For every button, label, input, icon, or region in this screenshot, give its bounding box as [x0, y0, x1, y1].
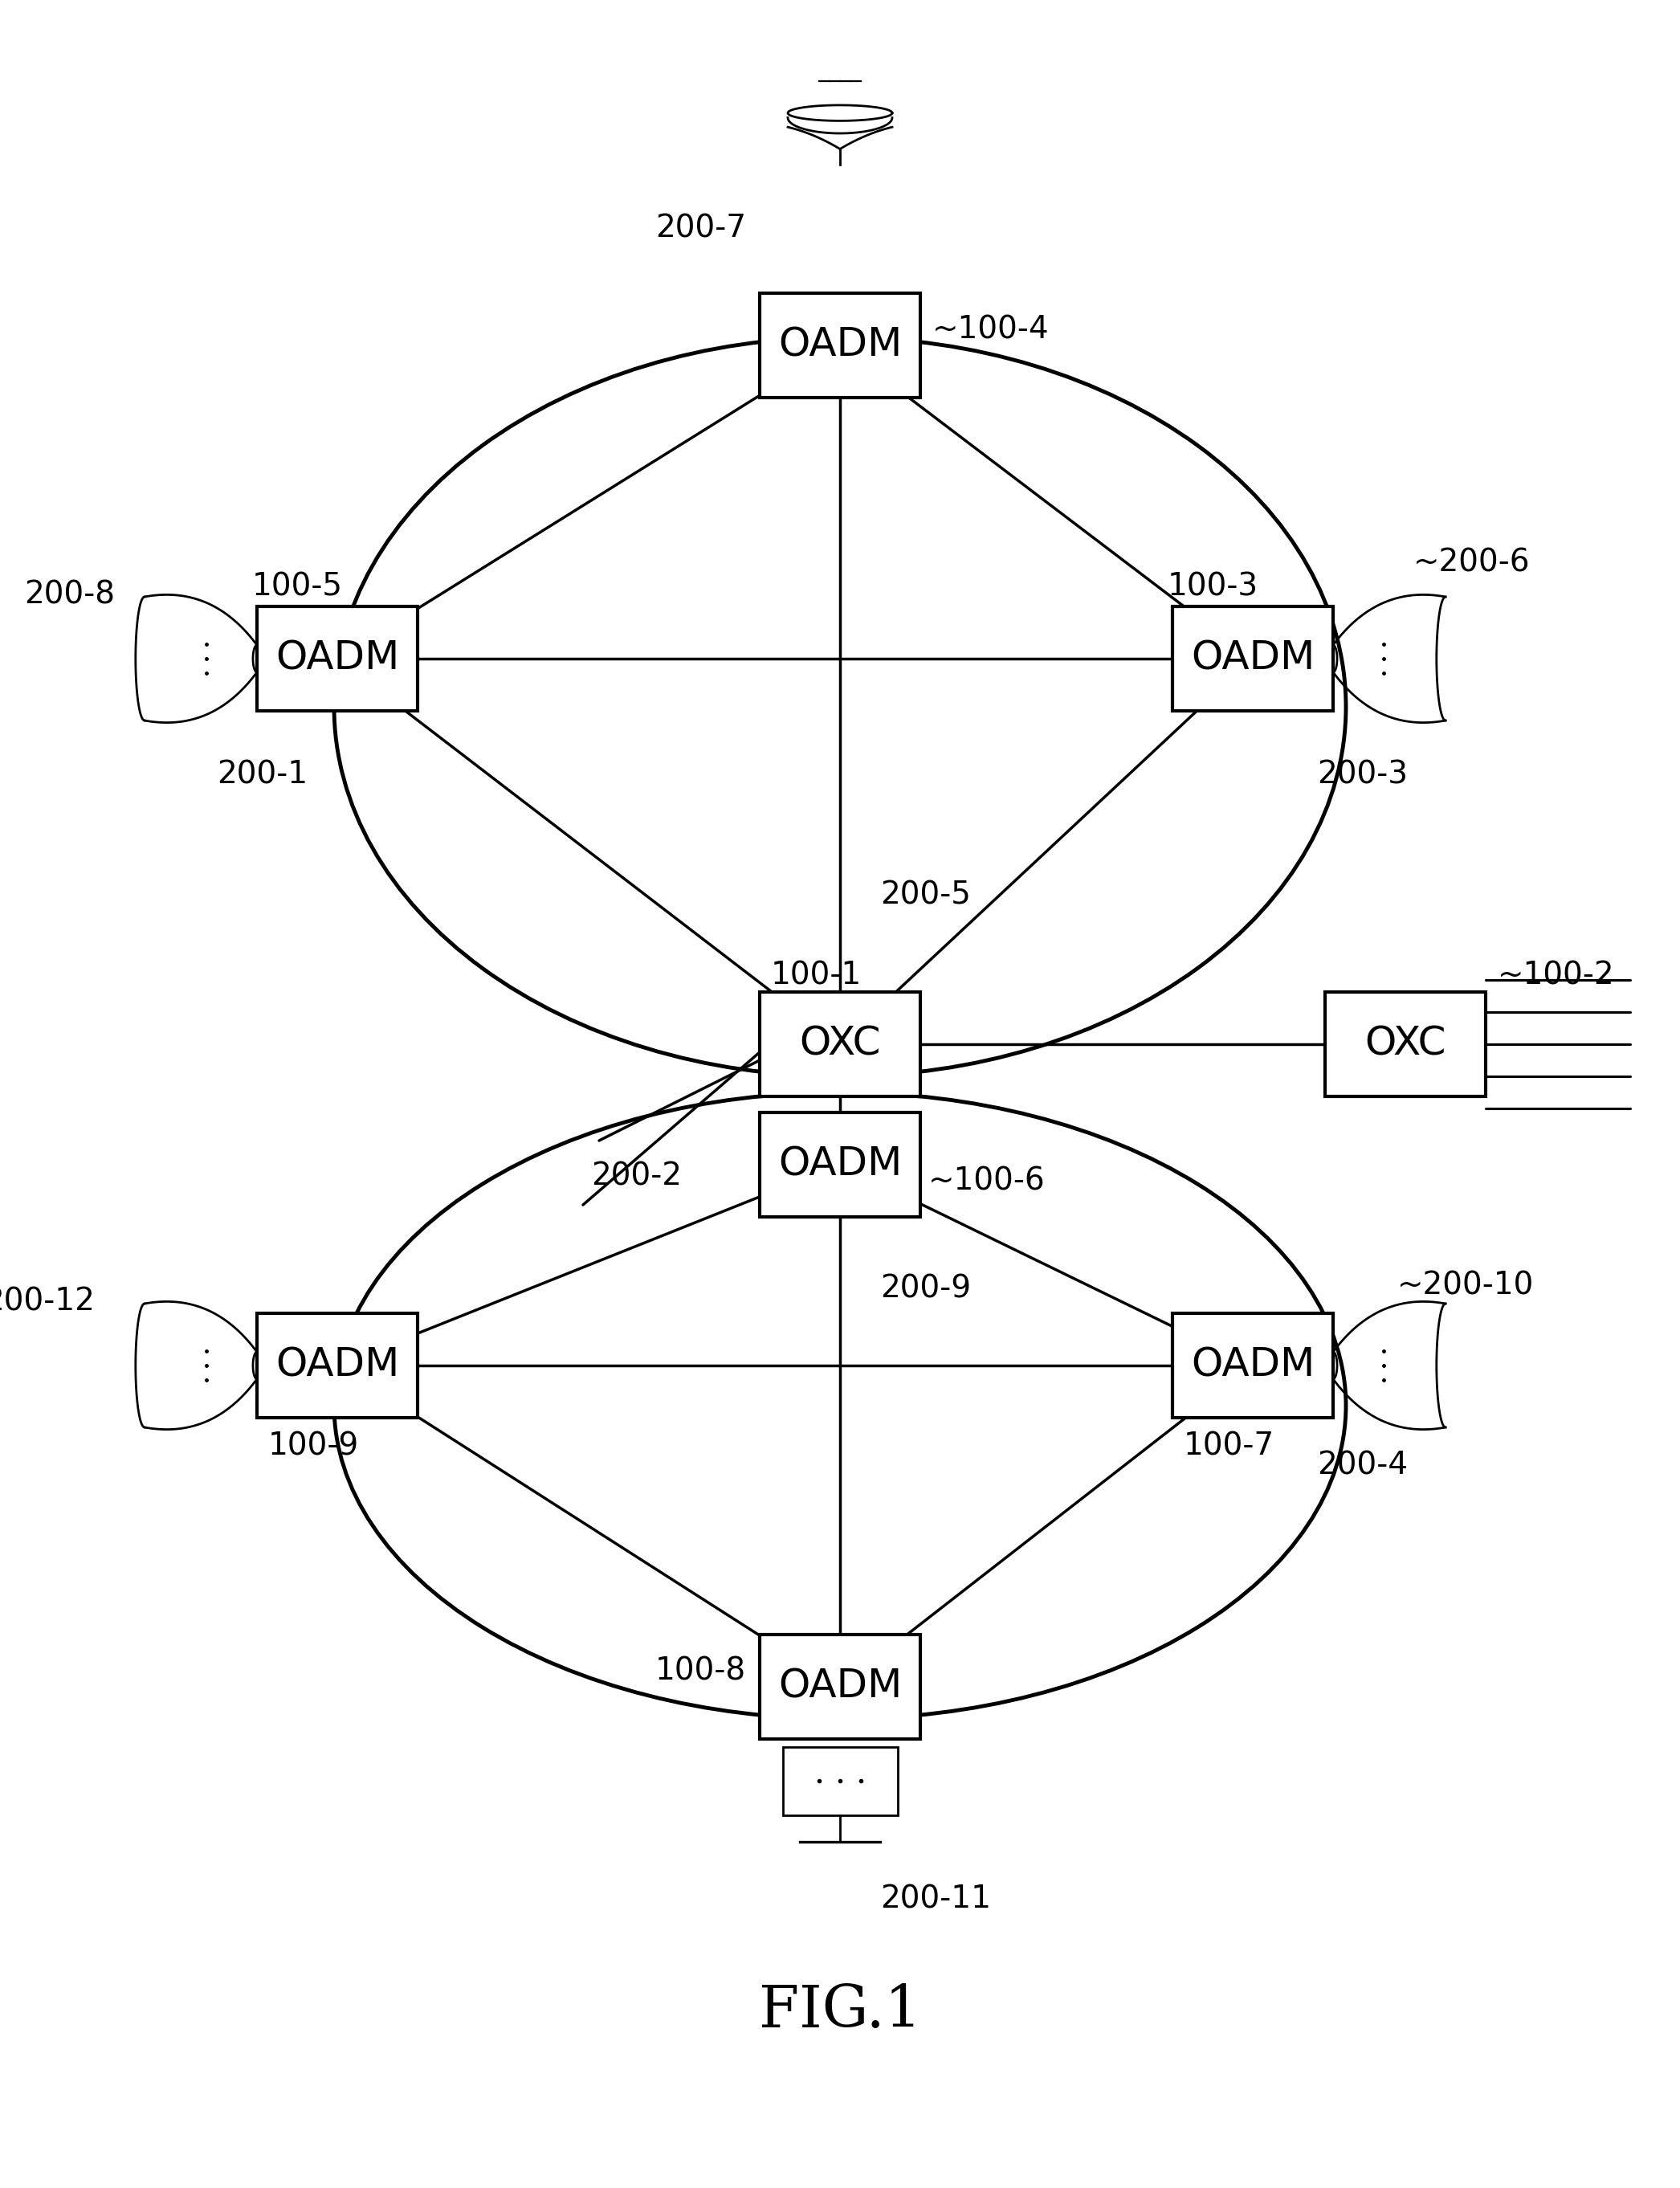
FancyBboxPatch shape	[759, 293, 921, 398]
Text: 100-7: 100-7	[1183, 1431, 1273, 1462]
Text: 200-12: 200-12	[0, 1287, 94, 1317]
Text: OADM: OADM	[276, 639, 400, 678]
Text: 100-5: 100-5	[252, 571, 343, 602]
Text: FIG.1: FIG.1	[759, 1982, 921, 2039]
FancyBboxPatch shape	[1173, 1313, 1332, 1418]
Text: 100-9: 100-9	[267, 1431, 358, 1462]
Text: 200-11: 200-11	[880, 1884, 991, 1914]
FancyBboxPatch shape	[759, 1112, 921, 1217]
Text: 100-3: 100-3	[1168, 571, 1258, 602]
Text: ~100-4: ~100-4	[932, 315, 1050, 344]
Text: ~100-6: ~100-6	[929, 1166, 1045, 1197]
FancyBboxPatch shape	[1326, 991, 1485, 1096]
Text: OXC: OXC	[1364, 1024, 1446, 1063]
Text: 200-4: 200-4	[1317, 1451, 1408, 1481]
FancyBboxPatch shape	[257, 606, 418, 711]
FancyBboxPatch shape	[759, 991, 921, 1096]
Text: ~100-2: ~100-2	[1497, 961, 1614, 991]
Text: 200-9: 200-9	[880, 1273, 971, 1304]
Text: ~200-10: ~200-10	[1398, 1269, 1534, 1300]
Text: 100-8: 100-8	[655, 1656, 746, 1687]
FancyBboxPatch shape	[759, 1634, 921, 1739]
Text: 200-5: 200-5	[880, 880, 971, 910]
Text: 200-2: 200-2	[591, 1162, 682, 1192]
Text: ~200-6: ~200-6	[1413, 547, 1530, 578]
Text: 200-1: 200-1	[217, 759, 307, 790]
Text: 200-8: 200-8	[24, 580, 114, 610]
Text: 200-3: 200-3	[1317, 759, 1408, 790]
Text: OXC: OXC	[800, 1024, 880, 1063]
Text: OADM: OADM	[1191, 639, 1315, 678]
Text: 100-1: 100-1	[771, 961, 862, 991]
FancyBboxPatch shape	[783, 1746, 897, 1814]
FancyBboxPatch shape	[1173, 606, 1332, 711]
Text: OADM: OADM	[778, 326, 902, 365]
Text: OADM: OADM	[778, 1144, 902, 1184]
Text: OADM: OADM	[1191, 1346, 1315, 1385]
Text: OADM: OADM	[276, 1346, 400, 1385]
FancyBboxPatch shape	[257, 1313, 418, 1418]
Text: 200-7: 200-7	[655, 214, 746, 245]
Text: OADM: OADM	[778, 1667, 902, 1707]
